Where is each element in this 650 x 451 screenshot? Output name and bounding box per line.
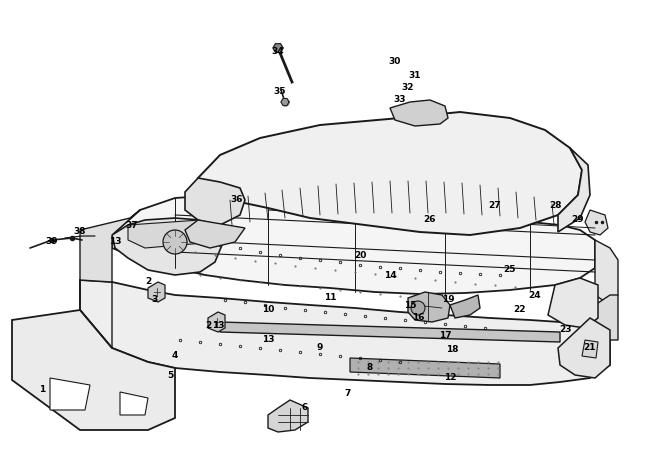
Polygon shape bbox=[80, 280, 610, 385]
Text: 37: 37 bbox=[125, 221, 138, 230]
Text: 13: 13 bbox=[262, 336, 274, 345]
Text: 32: 32 bbox=[402, 83, 414, 92]
Text: 7: 7 bbox=[344, 388, 351, 397]
Text: 34: 34 bbox=[272, 47, 284, 56]
Text: 36: 36 bbox=[231, 195, 243, 204]
Text: 2: 2 bbox=[145, 277, 151, 286]
Polygon shape bbox=[585, 210, 608, 235]
Text: 27: 27 bbox=[489, 201, 501, 210]
Text: 18: 18 bbox=[446, 345, 458, 354]
Polygon shape bbox=[12, 310, 175, 430]
Circle shape bbox=[163, 230, 187, 254]
Polygon shape bbox=[450, 295, 480, 318]
Polygon shape bbox=[548, 278, 598, 328]
Polygon shape bbox=[120, 392, 148, 415]
Text: 33: 33 bbox=[394, 96, 406, 105]
Polygon shape bbox=[281, 98, 289, 106]
Text: 12: 12 bbox=[444, 373, 456, 382]
Polygon shape bbox=[208, 312, 225, 332]
Polygon shape bbox=[390, 100, 448, 126]
Polygon shape bbox=[220, 322, 560, 342]
Polygon shape bbox=[582, 340, 598, 358]
Text: 31: 31 bbox=[409, 70, 421, 79]
Text: 28: 28 bbox=[549, 201, 561, 210]
Polygon shape bbox=[148, 282, 165, 302]
Polygon shape bbox=[350, 358, 500, 378]
Polygon shape bbox=[112, 218, 222, 275]
Polygon shape bbox=[112, 195, 595, 294]
Text: 9: 9 bbox=[317, 344, 323, 353]
Text: 11: 11 bbox=[324, 294, 336, 303]
Text: 3: 3 bbox=[152, 295, 158, 304]
Polygon shape bbox=[273, 44, 283, 52]
Text: 39: 39 bbox=[46, 238, 58, 247]
Polygon shape bbox=[185, 178, 245, 225]
Polygon shape bbox=[128, 220, 218, 248]
Text: 8: 8 bbox=[367, 364, 373, 373]
Polygon shape bbox=[558, 148, 590, 232]
Text: 38: 38 bbox=[73, 227, 86, 236]
Polygon shape bbox=[595, 295, 618, 340]
Text: 5: 5 bbox=[167, 371, 173, 379]
Text: 16: 16 bbox=[411, 313, 424, 322]
Polygon shape bbox=[80, 210, 140, 282]
Text: 14: 14 bbox=[384, 271, 396, 280]
Text: 30: 30 bbox=[389, 57, 401, 66]
Polygon shape bbox=[198, 112, 582, 235]
Text: 26: 26 bbox=[424, 216, 436, 225]
Text: 6: 6 bbox=[302, 404, 308, 413]
Polygon shape bbox=[408, 292, 450, 322]
Text: 10: 10 bbox=[262, 305, 274, 314]
Text: 20: 20 bbox=[354, 250, 366, 259]
Text: 29: 29 bbox=[572, 216, 584, 225]
Polygon shape bbox=[558, 318, 610, 378]
Text: 22: 22 bbox=[514, 305, 526, 314]
Text: 2: 2 bbox=[205, 321, 211, 330]
Polygon shape bbox=[185, 220, 245, 248]
Text: 15: 15 bbox=[404, 300, 416, 309]
Text: 17: 17 bbox=[439, 331, 451, 340]
Text: 25: 25 bbox=[504, 266, 516, 275]
Text: 4: 4 bbox=[172, 350, 178, 359]
Text: 23: 23 bbox=[559, 326, 571, 335]
Polygon shape bbox=[50, 378, 90, 410]
Text: 35: 35 bbox=[274, 87, 286, 97]
Text: 19: 19 bbox=[442, 295, 454, 304]
Text: 1: 1 bbox=[39, 386, 45, 395]
Circle shape bbox=[411, 301, 425, 315]
Polygon shape bbox=[268, 400, 308, 432]
Text: 24: 24 bbox=[528, 290, 541, 299]
Polygon shape bbox=[595, 240, 618, 305]
Text: 13: 13 bbox=[212, 322, 224, 331]
Text: 21: 21 bbox=[584, 344, 596, 353]
Text: 13: 13 bbox=[109, 238, 122, 247]
